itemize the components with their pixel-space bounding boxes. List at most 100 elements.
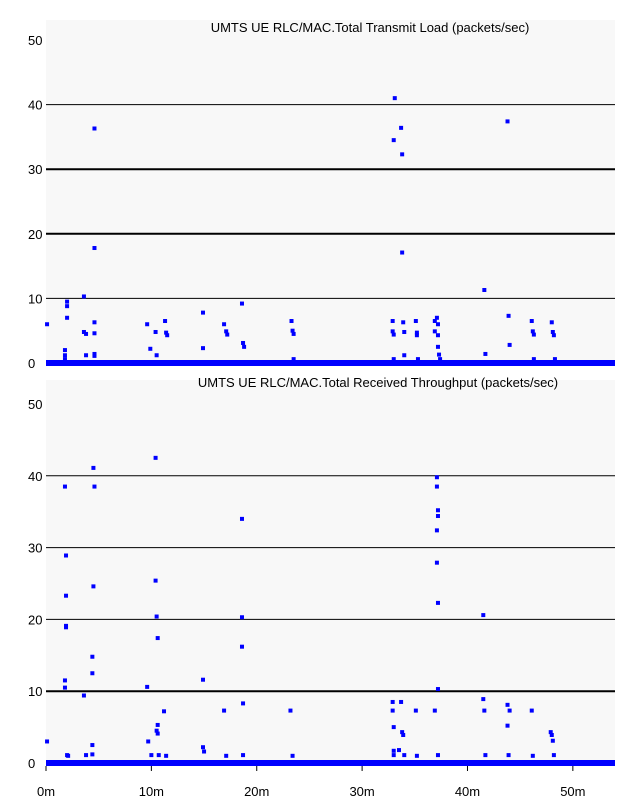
data-point xyxy=(531,357,536,362)
data-point xyxy=(164,753,169,758)
data-point xyxy=(239,615,244,620)
data-point xyxy=(155,636,160,641)
data-point xyxy=(62,357,67,362)
data-point xyxy=(529,708,534,713)
data-point xyxy=(154,614,159,619)
data-point xyxy=(91,465,96,470)
data-point xyxy=(391,753,396,758)
data-point xyxy=(531,332,536,337)
data-point xyxy=(291,357,296,362)
data-point xyxy=(64,593,69,598)
data-point xyxy=(415,357,420,362)
x-tick-label: 10m xyxy=(139,784,164,799)
data-point xyxy=(481,613,486,618)
data-point xyxy=(435,600,440,605)
data-point xyxy=(414,753,419,758)
data-point xyxy=(84,753,89,758)
data-point xyxy=(92,246,97,251)
data-point xyxy=(391,748,396,753)
chart-title: UMTS UE RLC/MAC.Total Transmit Load (pac… xyxy=(211,20,530,35)
data-point xyxy=(396,748,401,753)
data-point xyxy=(84,353,89,358)
data-point xyxy=(507,342,512,347)
data-point xyxy=(202,749,207,754)
data-point xyxy=(145,322,150,327)
data-point xyxy=(156,753,161,758)
data-point xyxy=(435,687,440,692)
data-point xyxy=(45,322,50,327)
data-point xyxy=(391,332,396,337)
data-point xyxy=(201,310,206,315)
data-point xyxy=(401,732,406,737)
data-point xyxy=(551,333,556,338)
data-point xyxy=(81,329,86,334)
data-point xyxy=(530,753,535,758)
data-point xyxy=(239,644,244,649)
data-point xyxy=(239,516,244,521)
data-point xyxy=(225,332,230,337)
data-point xyxy=(435,514,440,519)
y-tick-label: 10 xyxy=(28,291,42,306)
data-point xyxy=(241,753,246,758)
data-point xyxy=(402,353,407,358)
data-point xyxy=(154,728,159,733)
data-point xyxy=(84,331,89,336)
data-point xyxy=(438,357,443,362)
data-point xyxy=(65,315,70,320)
transmit-load-panel: UMTS UE RLC/MAC.Total Transmit Load (pac… xyxy=(28,20,615,371)
data-point xyxy=(390,708,395,713)
data-point xyxy=(45,739,50,744)
data-point xyxy=(62,685,67,690)
data-point xyxy=(224,753,229,758)
data-point xyxy=(222,322,227,327)
data-point xyxy=(402,329,407,334)
data-point xyxy=(92,331,97,336)
data-point xyxy=(64,625,69,630)
baseline-band xyxy=(46,360,615,366)
data-point xyxy=(241,340,246,345)
data-point xyxy=(434,484,439,489)
received-throughput-panel: UMTS UE RLC/MAC.Total Received Throughpu… xyxy=(28,375,615,799)
data-point xyxy=(153,455,158,460)
data-point xyxy=(146,739,151,744)
data-point xyxy=(414,333,419,338)
data-point xyxy=(390,329,395,334)
data-point xyxy=(552,357,557,362)
x-tick-label: 20m xyxy=(244,784,269,799)
data-point xyxy=(65,299,70,304)
y-tick-label: 40 xyxy=(28,469,42,484)
data-point xyxy=(413,708,418,713)
data-point xyxy=(549,320,554,325)
data-point xyxy=(222,708,227,713)
data-point xyxy=(62,353,67,358)
data-point xyxy=(64,553,69,558)
plot-area xyxy=(46,20,615,363)
data-point xyxy=(505,702,510,707)
y-tick-label: 20 xyxy=(28,227,42,242)
data-point xyxy=(242,344,247,349)
data-point xyxy=(149,753,154,758)
data-point xyxy=(550,738,555,743)
data-point xyxy=(400,152,405,157)
data-point xyxy=(201,677,206,682)
data-point xyxy=(92,484,97,489)
data-point xyxy=(154,353,159,358)
data-point xyxy=(155,731,160,736)
data-point xyxy=(549,732,554,737)
data-point xyxy=(90,743,95,748)
data-point xyxy=(164,330,169,335)
x-tick-label: 30m xyxy=(349,784,374,799)
data-point xyxy=(483,753,488,758)
plot-area xyxy=(46,380,615,763)
data-point xyxy=(483,351,488,356)
data-point xyxy=(162,709,167,714)
y-tick-label: 20 xyxy=(28,612,42,627)
data-point xyxy=(432,708,437,713)
data-point xyxy=(91,584,96,589)
data-point xyxy=(434,315,439,320)
data-point xyxy=(551,753,556,758)
y-tick-label: 40 xyxy=(28,98,42,113)
data-point xyxy=(391,725,396,730)
